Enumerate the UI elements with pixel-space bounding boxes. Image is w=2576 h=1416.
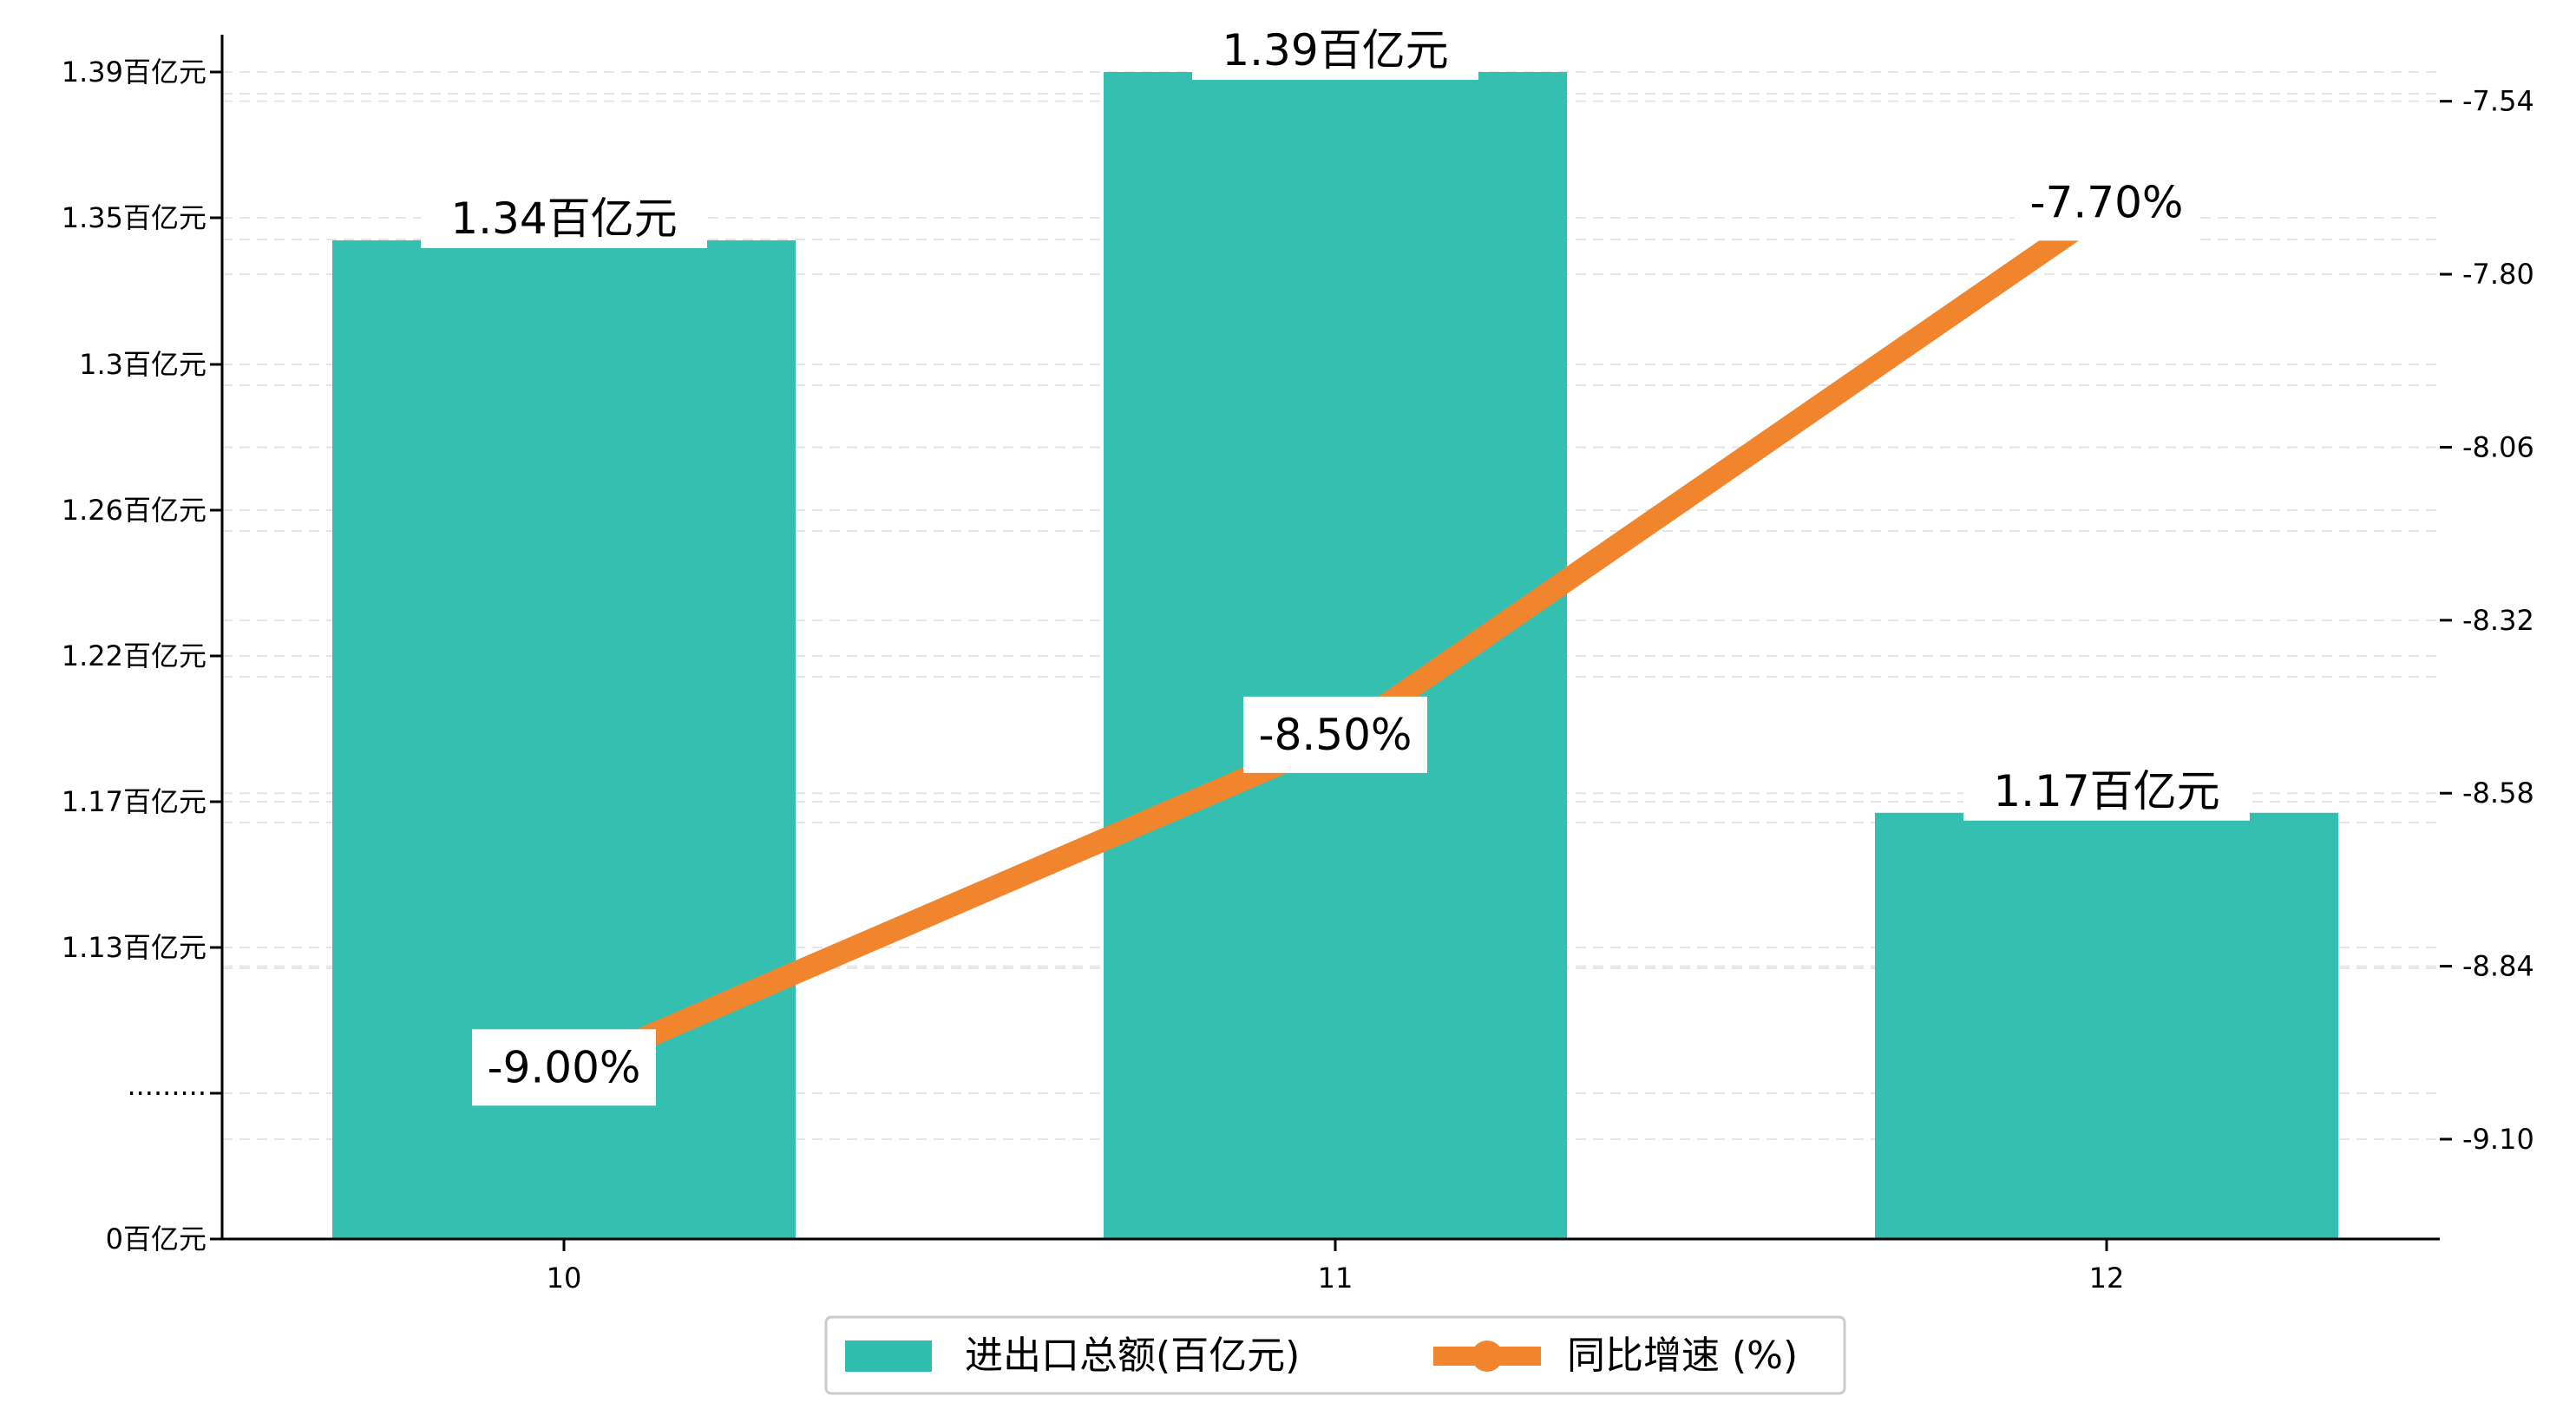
legend-bar-swatch	[845, 1341, 932, 1372]
right-tick-label: -8.58	[2462, 777, 2534, 810]
label-box	[1243, 696, 1427, 773]
legend-bar-label: 进出口总额(百亿元)	[965, 1334, 1300, 1378]
bar-value-label: 1.34百亿元	[421, 189, 707, 249]
label-box	[472, 1029, 656, 1106]
bar-value-label: 1.17百亿元	[1963, 761, 2250, 821]
left-tick-label: 1.39百亿元	[62, 56, 206, 88]
left-tick-label: 1.26百亿元	[62, 494, 206, 527]
legend-frame	[824, 1315, 1846, 1395]
right-tick-label: -8.32	[2462, 604, 2534, 637]
right-tick-label: -8.84	[2462, 950, 2534, 983]
right-tick-label: -7.54	[2462, 85, 2534, 118]
line-value-label: -8.50%	[1243, 696, 1427, 773]
label-text: -8.50%	[1259, 710, 1413, 760]
right-tick-label: -9.10	[2462, 1123, 2534, 1156]
line-value-label: -7.70%	[2015, 164, 2199, 241]
data-labels: 1.34百亿元 1.39百亿元 1.17百亿元 -9.00% -8.50% -7.70%	[421, 21, 2250, 1106]
label-text: 1.34百亿元	[450, 193, 677, 244]
label-box	[2015, 164, 2199, 241]
x-tick-label: 11	[1318, 1262, 1354, 1295]
legend-line-label: 同比增速 (%)	[1567, 1334, 1798, 1378]
bar-12	[1875, 812, 2338, 1239]
right-tick-label: -7.80	[2462, 258, 2534, 291]
label-box	[421, 189, 707, 249]
label-text: 1.17百亿元	[1993, 766, 2219, 816]
left-tick-label: 1.22百亿元	[62, 639, 206, 672]
label-box	[1963, 761, 2250, 821]
label-box	[1192, 21, 1478, 80]
legend: 进出口总额(百亿元) 同比增速 (%)	[824, 1315, 1846, 1395]
left-tick-label: 1.35百亿元	[62, 201, 206, 234]
x-tick-label: 12	[2089, 1262, 2125, 1295]
bar-11	[1104, 72, 1567, 1239]
left-tick-label: 1.3百亿元	[79, 348, 206, 381]
left-tick-label: ·········	[127, 1077, 206, 1110]
right-tick-label: -8.06	[2462, 430, 2534, 463]
label-text: -7.70%	[2030, 177, 2184, 227]
left-tick-label: 0百亿元	[106, 1223, 206, 1255]
line-value-label: -9.00%	[472, 1029, 656, 1106]
left-tick-label: 1.13百亿元	[62, 931, 206, 964]
bar-value-label: 1.39百亿元	[1192, 21, 1478, 80]
label-text: 1.39百亿元	[1222, 25, 1448, 75]
legend-line-marker	[1472, 1341, 1503, 1372]
left-tick-label: 1.17百亿元	[62, 785, 206, 818]
x-tick-label: 10	[547, 1262, 582, 1295]
label-text: -9.00%	[488, 1042, 641, 1092]
axes: 0百亿元 ········· 1.13百亿元 1.17百亿元 1.22百亿元 1.26百亿…	[62, 35, 2534, 1295]
legend-box: 进出口总额(百亿元) 同比增速 (%)	[824, 1315, 1846, 1395]
